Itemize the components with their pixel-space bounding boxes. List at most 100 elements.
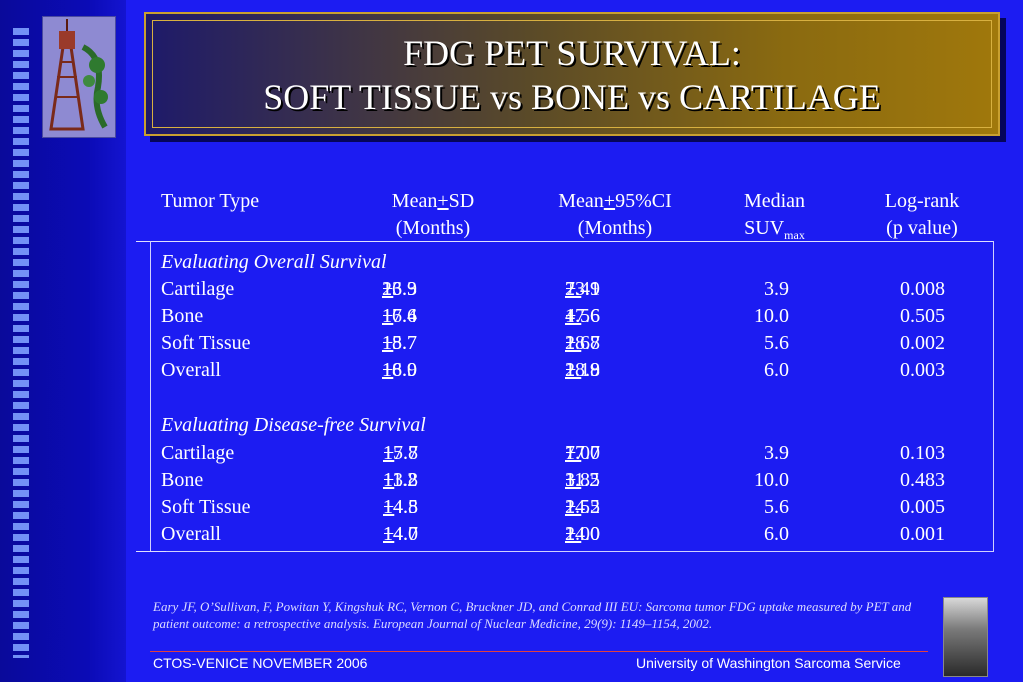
- table-top-rule: [136, 241, 993, 242]
- cell-sd-plusminus: +: [382, 305, 394, 327]
- dashed-stripe-decoration: [13, 28, 29, 658]
- cell-ci-plusminus: +: [565, 332, 582, 354]
- table-row: Soft Tissue 18.7 +15.7 18.7 + 2.68 5.6 0…: [0, 330, 1023, 357]
- cell-suv: 10.0: [754, 469, 789, 491]
- cell-sd-mean: 14.5: [383, 496, 418, 518]
- footer-left-text: CTOS-VENICE NOVEMBER 2006: [153, 655, 368, 671]
- cell-ci-plusminus: +: [565, 305, 582, 327]
- cell-pvalue: 0.003: [900, 359, 945, 381]
- cell-sd-mean: 18.7: [382, 332, 417, 354]
- footer-right-text: University of Washington Sarcoma Service: [636, 655, 901, 671]
- header-tumor-type-label: Tumor Type: [161, 190, 260, 212]
- cell-ci-value: 7.41: [565, 278, 600, 300]
- table-row: Soft Tissue 14.5 +14.8 14.5 + 2.52 5.6 0…: [0, 494, 1023, 521]
- header-mean-sd: Mean+SD (Months): [368, 188, 498, 242]
- cell-ci-mean: 23.9: [565, 278, 600, 300]
- cell-sd-value: 13.8: [383, 469, 418, 491]
- cell-ci-plusminus: +: [565, 359, 582, 381]
- cell-sd-value: 14.8: [383, 496, 418, 518]
- cell-ci-mean: 17.7: [565, 442, 600, 464]
- cell-sd-plusminus: +: [383, 469, 395, 491]
- header-mean-sd-units: (Months): [395, 217, 471, 239]
- tower-logo-icon: [43, 17, 115, 137]
- table-row: Cartilage 17.7 +15.8 17.7 + 7.00 3.9 0.1…: [0, 440, 1023, 467]
- header-median-suv: Median SUVmax: [722, 188, 827, 249]
- cell-sd-mean: 17.6: [382, 305, 417, 327]
- cell-ci-mean: 14.0: [565, 523, 600, 545]
- slide-title-line1: FDG PET SURVIVAL:: [403, 33, 741, 73]
- cell-sd-value: 15.7: [382, 332, 417, 354]
- header-mean-sd-label: Mean: [391, 190, 438, 212]
- table-row: Overall 18.9 +16.0 18.9 + 2.18 6.0 0.003: [0, 357, 1023, 384]
- title-panel-inner-border: [152, 20, 992, 128]
- cell-pvalue: 0.103: [900, 442, 945, 464]
- cell-pvalue: 0.483: [900, 469, 945, 491]
- cell-ci-value: 3.85: [565, 469, 600, 491]
- cell-suv: 3.9: [764, 442, 789, 464]
- section-heading-overall: Evaluating Overall Survival: [0, 249, 1023, 276]
- cell-ci-mean: 11.2: [565, 469, 600, 491]
- table-row: Overall 14.0 +14.7 14.0 + 2.00 6.0 0.001: [0, 521, 1023, 548]
- cell-pvalue: 0.008: [900, 278, 945, 300]
- cell-tumor-type: Overall: [161, 359, 221, 381]
- cell-sd-value: 15.8: [383, 442, 418, 464]
- citation-text: Eary JF, O’Sullivan, F, Powitan Y, Kings…: [153, 599, 912, 631]
- header-logrank: Log-rank (p value): [862, 188, 982, 242]
- cell-ci-value: 4.56: [565, 305, 600, 327]
- cell-tumor-type: Overall: [161, 523, 221, 545]
- cell-pvalue: 0.001: [900, 523, 945, 545]
- cell-ci-plusminus: +: [565, 496, 582, 518]
- section-label: Evaluating Disease-free Survival: [161, 414, 426, 436]
- cell-suv: 3.9: [764, 278, 789, 300]
- header-mean-ci-label: Mean: [558, 190, 604, 212]
- header-mean-ci: Mean+95%CI (Months): [540, 188, 690, 242]
- cell-tumor-type: Soft Tissue: [161, 496, 251, 518]
- header-mean-ci-units: (Months): [577, 217, 653, 239]
- cell-ci-mean: 18.9: [565, 359, 600, 381]
- cell-ci-value: 7.00: [565, 442, 600, 464]
- cell-ci-value: 2.00: [565, 523, 600, 545]
- table-row: Bone 17.6 +16.4 17.6 + 4.56 10.0 0.505: [0, 303, 1023, 330]
- table-bottom-rule: [136, 551, 166, 552]
- header-suv-subscript: max: [784, 228, 805, 242]
- cell-sd-value: 16.3: [382, 278, 417, 300]
- header-pvalue-label: (p value): [886, 217, 958, 239]
- tower-logo-image: [42, 16, 116, 138]
- table-frame: [150, 241, 994, 552]
- cell-suv: 6.0: [764, 359, 789, 381]
- header-mean-ci-stat: 95%CI: [615, 190, 672, 212]
- cell-sd-mean: 23.9: [382, 278, 417, 300]
- cell-ci-mean: 17.6: [565, 305, 600, 327]
- cell-ci-value: 2.18: [565, 359, 600, 381]
- header-mean-ci-plusminus: +: [603, 190, 616, 212]
- header-median-label: Median: [743, 190, 806, 212]
- cell-sd-plusminus: +: [382, 278, 394, 300]
- cell-pvalue: 0.505: [900, 305, 945, 327]
- cell-pvalue: 0.005: [900, 496, 945, 518]
- cell-sd-plusminus: +: [382, 332, 394, 354]
- cell-suv: 10.0: [754, 305, 789, 327]
- cell-sd-value: 14.7: [383, 523, 418, 545]
- header-mean-sd-plusminus: +: [437, 190, 449, 212]
- footer-divider: [150, 651, 928, 652]
- cell-ci-mean: 14.5: [565, 496, 600, 518]
- section-label: Evaluating Overall Survival: [161, 251, 387, 273]
- xray-thumbnail-image: [943, 597, 988, 677]
- cell-sd-plusminus: +: [383, 523, 395, 545]
- cell-pvalue: 0.002: [900, 332, 945, 354]
- cell-sd-mean: 18.9: [382, 359, 417, 381]
- cell-ci-mean: 18.7: [565, 332, 600, 354]
- cell-tumor-type: Cartilage: [161, 442, 235, 464]
- cell-sd-value: 16.4: [382, 305, 417, 327]
- cell-sd-mean: 17.7: [383, 442, 418, 464]
- cell-suv: 5.6: [764, 332, 789, 354]
- cell-sd-value: 16.0: [382, 359, 417, 381]
- header-mean-sd-stat: SD: [448, 190, 475, 212]
- cell-ci-plusminus: +: [565, 278, 582, 300]
- cell-sd-mean: 11.2: [383, 469, 418, 491]
- cell-sd-plusminus: +: [382, 359, 394, 381]
- cell-ci-plusminus: +: [565, 523, 582, 545]
- cell-ci-plusminus: +: [565, 442, 582, 464]
- cell-sd-plusminus: +: [383, 442, 395, 464]
- table-row: Cartilage 23.9 +16.3 23.9 + 7.41 3.9 0.0…: [0, 276, 1023, 303]
